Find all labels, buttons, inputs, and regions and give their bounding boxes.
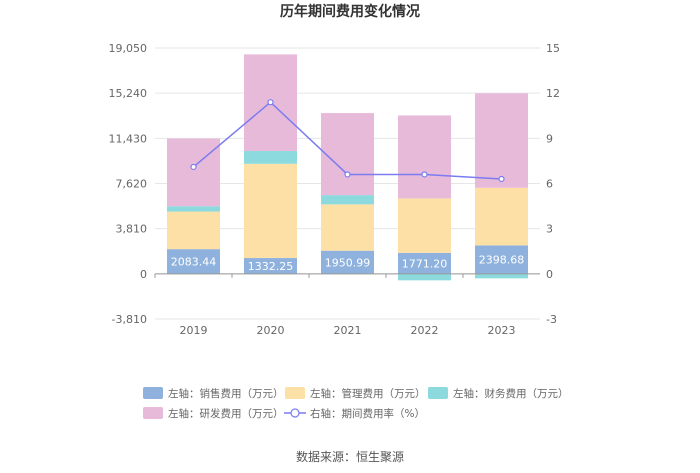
rate-line xyxy=(190,99,505,183)
legend-swatch-sales xyxy=(143,387,163,399)
x-axis-tick-label: 2021 xyxy=(334,324,362,337)
x-axis-tick-label: 2019 xyxy=(180,324,208,337)
bar-sales-2022 xyxy=(398,252,451,274)
left-axis-tick: 19,050 xyxy=(109,42,148,55)
right-axis-tick: 0 xyxy=(546,268,553,281)
data-label-sales: 1950.99 xyxy=(325,256,371,269)
source-note: 数据来源：恒生聚源 xyxy=(296,449,404,464)
left-axis-tick: 11,430 xyxy=(109,132,148,145)
bar-sales-2019 xyxy=(167,249,220,274)
right-axis-tick: 12 xyxy=(546,87,560,100)
x-axis-tick-label: 2020 xyxy=(257,324,285,337)
right-axis-tick: 3 xyxy=(546,223,553,236)
x-axis-tick-label: 2022 xyxy=(411,324,439,337)
bar-sales-2021 xyxy=(321,250,374,274)
bar-mgmt-2023 xyxy=(475,187,528,246)
legend-marker-rate xyxy=(290,408,300,418)
bar-mgmt-2021 xyxy=(321,204,374,251)
right-axis-tick: -3 xyxy=(546,313,557,326)
bar-rd-2019 xyxy=(167,138,220,207)
legend-swatch-mgmt xyxy=(285,387,305,399)
axes: 19,050 15 15,240 12 11,430 9 7,620 6 3,810 3 0 0 -3,… xyxy=(109,42,561,337)
right-axis-tick: 15 xyxy=(546,42,560,55)
bar-sales-2023 xyxy=(475,245,528,274)
rate-point-2019 xyxy=(190,163,197,171)
data-labels: 2083.44 1332.25 1950.99 1771.20 2398.68 xyxy=(171,254,525,273)
legend-label-fin: 左轴：财务费用（万元） xyxy=(453,387,569,400)
left-axis-tick: 3,810 xyxy=(116,223,148,236)
rate-point-2022 xyxy=(421,171,428,178)
rate-point-2021 xyxy=(344,171,351,178)
left-axis-tick: -3,810 xyxy=(112,313,147,326)
legend-swatch-rd xyxy=(143,407,163,419)
bar-fin-2023 xyxy=(475,273,528,279)
bar-mgmt-2020 xyxy=(244,163,297,259)
legend-label-rate: 右轴：期间费用率（%） xyxy=(310,407,425,420)
bar-fin-2020 xyxy=(244,150,297,164)
data-label-sales: 1332.25 xyxy=(248,260,294,273)
left-axis-tick: 0 xyxy=(140,268,147,281)
legend-label-sales: 左轴：销售费用（万元） xyxy=(168,387,284,400)
data-label-sales: 1771.20 xyxy=(402,257,448,270)
legend-label-rd: 左轴：研发费用（万元） xyxy=(168,407,284,420)
bar-sales-2020 xyxy=(244,258,297,274)
data-label-sales: 2398.68 xyxy=(479,254,525,267)
rate-point-2023 xyxy=(498,175,505,183)
legend: 左轴：销售费用（万元） 左轴：管理费用（万元） 左轴：财务费用（万元） 左轴：研发费用… xyxy=(143,387,569,420)
bar-mgmt-2019 xyxy=(167,211,220,250)
right-axis-tick: 9 xyxy=(546,132,553,145)
data-label-sales: 2083.44 xyxy=(171,255,217,268)
bar-fin-2021 xyxy=(321,195,374,205)
chart-title: 历年期间费用变化情况 xyxy=(280,3,420,20)
bar-rd-2023 xyxy=(475,93,528,188)
left-axis-tick: 7,620 xyxy=(116,178,148,191)
legend-label-mgmt: 左轴：管理费用（万元） xyxy=(310,387,426,400)
left-axis-tick: 15,240 xyxy=(109,87,148,100)
bars xyxy=(167,54,528,281)
bar-rd-2022 xyxy=(398,115,451,199)
right-axis-tick: 6 xyxy=(546,178,553,191)
bar-fin-2022 xyxy=(398,273,451,281)
bar-rd-2021 xyxy=(321,113,374,196)
x-axis-tick-label: 2023 xyxy=(488,324,516,337)
legend-swatch-fin xyxy=(428,387,448,399)
rate-point-2020 xyxy=(267,99,274,106)
bar-mgmt-2022 xyxy=(398,198,451,253)
bar-fin-2019 xyxy=(167,206,220,212)
